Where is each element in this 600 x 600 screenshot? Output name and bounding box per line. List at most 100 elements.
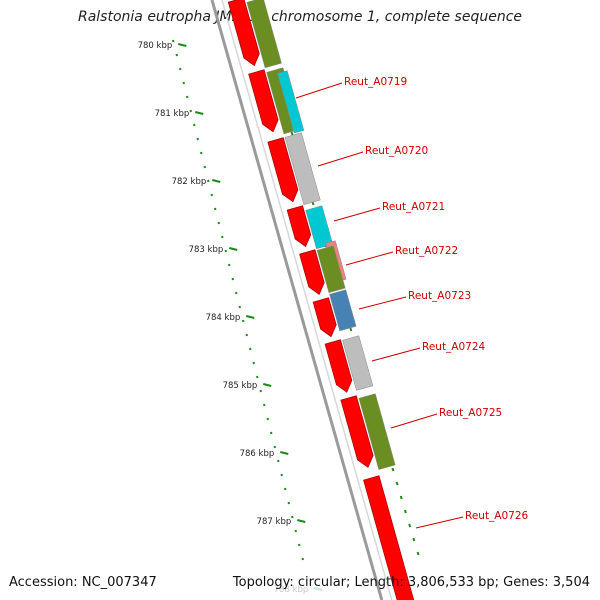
- track-dash: [203, 165, 206, 169]
- cds-arrow: [299, 249, 325, 296]
- track-dash: [245, 333, 248, 337]
- feature-olive: [246, 0, 282, 69]
- feature-olive: [316, 245, 346, 294]
- track-dash: [172, 39, 175, 43]
- feature-gray: [284, 132, 321, 206]
- gene-label[interactable]: Reut_A0725: [439, 407, 502, 419]
- label-leader: [358, 296, 407, 310]
- track-dash: [273, 445, 276, 449]
- cds-arrow: [312, 297, 337, 338]
- tick-mark: [263, 383, 272, 387]
- gene-label[interactable]: Reut_A0722: [395, 245, 458, 257]
- track-dash: [224, 249, 227, 253]
- track-dash: [287, 501, 290, 505]
- backbone-line: [210, 0, 384, 600]
- track-dash: [395, 481, 399, 486]
- track-dash: [189, 109, 192, 113]
- tick-ruler: 780 kbp 781 kbp 782 kbp 783 kbp 784 kbp 785 k…: [138, 41, 323, 595]
- label-leader: [333, 207, 381, 222]
- tick-mark: [178, 43, 187, 47]
- track-dash: [193, 123, 196, 127]
- track-dash: [412, 537, 416, 542]
- gene-label[interactable]: Reut_A0723: [408, 290, 471, 302]
- track-dash: [416, 551, 420, 556]
- label-leader: [345, 251, 394, 266]
- cds-arrow: [363, 475, 415, 600]
- feature-steelblue: [329, 289, 357, 332]
- gene-label-layer: Reut_A0719 Reut_A0720 Reut_A0721 Reut_A0722…: [295, 76, 529, 529]
- tick-label: 781 kbp: [155, 109, 190, 119]
- gene-label[interactable]: Reut_A0720: [365, 145, 428, 157]
- cds-arrow-track: [227, 0, 415, 600]
- gene-label[interactable]: Reut_A0724: [422, 341, 486, 353]
- track-dash: [301, 557, 304, 561]
- track-dash: [179, 67, 182, 71]
- track-dash: [200, 151, 203, 155]
- tick-mark: [195, 111, 204, 115]
- cds-arrow: [324, 339, 353, 393]
- inner-dashed-track: [172, 39, 304, 561]
- track-dash: [196, 137, 199, 141]
- track-dash: [391, 467, 395, 472]
- track-dash: [175, 53, 178, 57]
- track-dash: [259, 389, 262, 393]
- backbone-line: [221, 0, 393, 600]
- label-leader: [317, 151, 364, 167]
- track-dash: [284, 487, 287, 491]
- track-dash: [408, 523, 412, 528]
- tick-mark: [280, 451, 289, 455]
- tick-mark: [314, 587, 323, 591]
- accession-text: Accession: NC_007347: [9, 575, 157, 590]
- tick-mark: [229, 247, 238, 251]
- track-dash: [263, 403, 266, 407]
- track-dash: [277, 459, 280, 463]
- track-dash: [294, 529, 297, 533]
- gene-label[interactable]: Reut_A0726: [465, 510, 529, 522]
- backbone-track: [210, 0, 393, 600]
- feature-olive: [358, 393, 396, 470]
- track-dash: [256, 375, 259, 379]
- track-dash: [311, 201, 315, 206]
- cds-arrow: [340, 395, 374, 468]
- tick-label: 788 kbp: [274, 585, 309, 595]
- track-dash: [182, 81, 185, 85]
- label-leader: [295, 82, 343, 99]
- track-dash: [291, 515, 294, 519]
- track-dash: [298, 543, 301, 547]
- track-dash: [242, 319, 245, 323]
- tick-mark: [246, 315, 255, 319]
- track-dash: [217, 221, 220, 225]
- track-dash: [249, 347, 252, 351]
- track-dash: [228, 263, 231, 267]
- label-leader: [415, 516, 464, 529]
- tick-label: 787 kbp: [257, 517, 292, 527]
- track-dash: [252, 361, 255, 365]
- summary-text: Topology: circular; Length: 3,806,533 bp…: [232, 575, 590, 590]
- track-dash: [280, 473, 283, 477]
- track-dash: [266, 417, 269, 421]
- feature-gray: [342, 335, 374, 391]
- track-dash: [210, 193, 213, 197]
- map-title: Ralstonia eutropha JMP134 chromosome 1, …: [77, 9, 522, 25]
- cds-arrow: [267, 137, 299, 203]
- track-dash: [221, 235, 224, 239]
- feature-cyan: [305, 205, 334, 250]
- tick-label: 780 kbp: [138, 41, 173, 51]
- gene-label[interactable]: Reut_A0719: [344, 76, 407, 88]
- track-dash: [349, 327, 353, 332]
- track-dash: [235, 291, 238, 295]
- tick-label: 785 kbp: [223, 381, 258, 391]
- outer-feature-track: [246, 0, 396, 470]
- tick-mark: [212, 179, 221, 183]
- tick-label: 783 kbp: [189, 245, 224, 255]
- tick-label: 786 kbp: [240, 449, 275, 459]
- track-dash: [290, 131, 294, 136]
- track-dash: [231, 277, 234, 281]
- tick-label: 784 kbp: [206, 313, 241, 323]
- track-dash: [186, 95, 189, 99]
- label-leader: [371, 347, 421, 362]
- cds-arrow: [227, 0, 260, 67]
- gene-label[interactable]: Reut_A0721: [382, 201, 445, 213]
- track-dash: [270, 431, 273, 435]
